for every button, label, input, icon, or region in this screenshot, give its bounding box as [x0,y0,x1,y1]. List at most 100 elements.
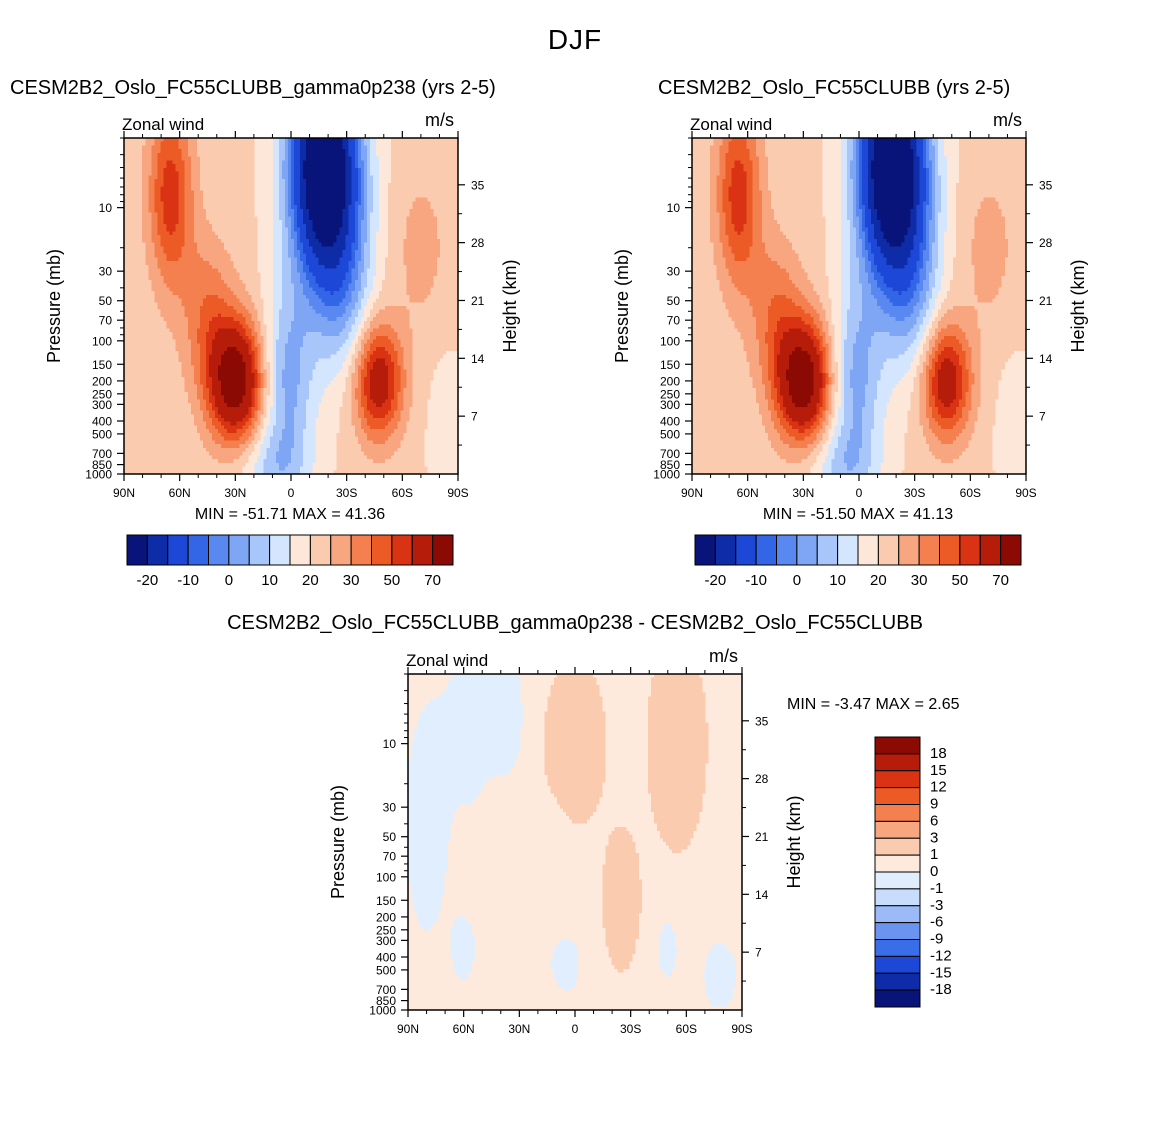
panel3-colorbar-box [875,872,920,889]
panel2-ytick-label: 50 [667,294,681,308]
panel1-ytick-label: 10 [99,201,113,215]
panel2-ytick-label: 70 [667,314,681,328]
panel2-colorbar-box [858,535,878,565]
panel1-xtick-label: 0 [288,486,295,500]
panel3-xtick-label: 0 [572,1022,579,1036]
panel1-colorbar-label: -20 [137,572,159,589]
panel2-colorbar-box [695,535,715,565]
panel1-ytick-label: 500 [92,427,112,441]
panel2-htick-label: 35 [1039,178,1053,192]
panel1-stats: MIN = -51.71 MAX = 41.36 [195,506,385,523]
panel2-colorbar-label: -10 [745,572,767,589]
panel1-ytick-label: 200 [92,374,112,388]
panel1-htick-label: 7 [471,410,478,424]
panel3-ytick-label: 70 [383,850,397,864]
panel1-colorbar-box [209,535,229,565]
panel2-colorbar-box [838,535,858,565]
panel2-colorbar-box [797,535,817,565]
panel3-field [408,674,743,1011]
panel3-xtick-label: 90S [731,1022,752,1036]
panel3-htick-label: 7 [755,946,762,960]
panel3-colorbar-label: -15 [930,964,952,981]
panel1-colorbar-label: 30 [343,572,360,589]
panel3-ytick-label: 100 [376,870,396,884]
panel1-ytick-label: 100 [92,334,112,348]
panel1-colorbar-label: 0 [225,572,233,589]
panel3-colorbar-label: -12 [930,947,952,964]
panel3-colorbar-label: -18 [930,981,952,998]
panel3-colorbar-box [875,889,920,906]
panel3-colorbar-label: 3 [930,829,938,846]
panel1-title: CESM2B2_Oslo_FC55CLUBB_gamma0p238 (yrs 2… [10,77,496,99]
panel2-xtick-label: 0 [856,486,863,500]
panel1-ytick-label: 300 [92,398,112,412]
panel1-colorbar-box [310,535,330,565]
panel2-colorbar-box [736,535,756,565]
panel3-title: CESM2B2_Oslo_FC55CLUBB_gamma0p238 - CESM… [227,612,923,634]
panel1-colorbar-label: 20 [302,572,319,589]
panel3-xtick-label: 60N [453,1022,475,1036]
panel3-ylabel-right: Height (km) [784,795,804,888]
panel2-colorbar-label: 20 [870,572,887,589]
panel1-colorbar-label: 10 [261,572,278,589]
panel1-ylabel: Pressure (mb) [44,249,64,363]
panel2-ytick-label: 400 [660,415,680,429]
panel2-colorbar-label: 10 [829,572,846,589]
panel3-colorbar-box [875,771,920,788]
panel2-colorbar-label: 70 [992,572,1009,589]
panel3-colorbar-box [875,754,920,771]
panel3-colorbar-box [875,940,920,957]
panel2-colorbar-box [1001,535,1021,565]
panel3-ytick-label: 50 [383,830,397,844]
panel3-xtick-label: 90N [397,1022,419,1036]
panel1-colorbar-box [351,535,371,565]
panel2-xtick-label: 60S [960,486,981,500]
panel1-colorbar-box [188,535,208,565]
panel3-ytick-label: 30 [383,801,397,815]
panel1-colorbar-box [249,535,269,565]
panel1-plot: 1030507010015020025030040050070085010003… [44,110,520,500]
panel3-plot: 1030507010015020025030040050070085010003… [328,646,804,1036]
panel1-ytick-label: 30 [99,265,113,279]
panel3-htick-label: 35 [755,714,769,728]
panel1-colorbar-box [433,535,453,565]
panel3-stats: MIN = -3.47 MAX = 2.65 [787,696,960,713]
panel3-colorbar-label: 12 [930,779,947,796]
panel1-colorbar-box [168,535,188,565]
panel3-colorbar-label: 18 [930,745,947,762]
panel1-htick-label: 21 [471,294,485,308]
panel1-colorbar-box [270,535,290,565]
panel2-xtick-label: 30S [904,486,925,500]
panel2-colorbar-label: 50 [952,572,969,589]
panel3-colorbar-box [875,838,920,855]
panel1-ytick-label: 70 [99,314,113,328]
panel3-colorbar-label: 6 [930,812,938,829]
panel1-htick-label: 14 [471,352,485,366]
panel3-colorbar-label: 9 [930,796,938,813]
panel1-ytick-label: 400 [92,415,112,429]
panel3-colorbar-box [875,990,920,1007]
panel2-colorbar-box [715,535,735,565]
panel2-ytick-label: 1000 [653,468,680,482]
panel1-colorbar-label: 50 [384,572,401,589]
panel1-colorbar-box [290,535,310,565]
panel1-colorbar-label: -10 [177,572,199,589]
panel1-htick-label: 28 [471,236,485,250]
panel2-colorbar: -20 -10 0 10 20 30 50 70 [695,535,1021,589]
panel1-colorbar-box [147,535,167,565]
panel1-colorbar-box [127,535,147,565]
panel1-colorbar-box [229,535,249,565]
panel2-ylabel-right: Height (km) [1068,259,1088,352]
panel1-xtick-label: 30S [336,486,357,500]
panel1-subtitle-left: Zonal wind [122,115,204,134]
panel1-xtick-label: 30N [224,486,246,500]
panel2-colorbar-box [777,535,797,565]
panel2-colorbar-box [878,535,898,565]
panel1-ytick-label: 1000 [85,468,112,482]
panel2-xtick-label: 90N [681,486,703,500]
panel3-xtick-label: 60S [676,1022,697,1036]
panel2-colorbar-label: -20 [705,572,727,589]
